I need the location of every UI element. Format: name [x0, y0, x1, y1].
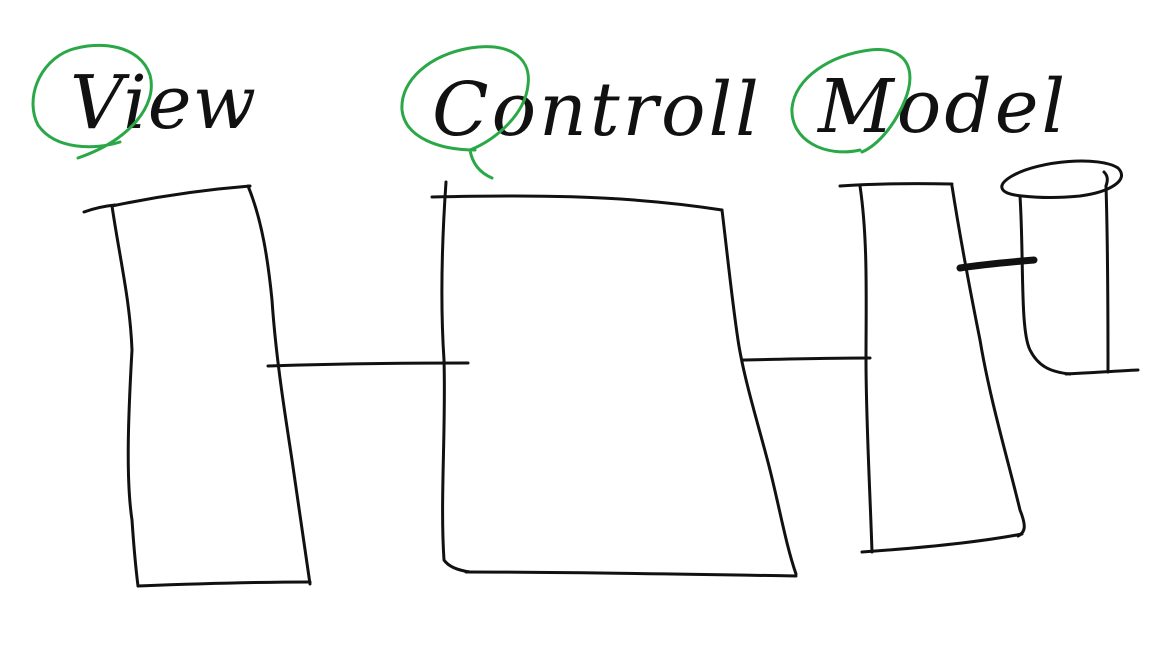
- controller-highlight-circle: [400, 45, 530, 180]
- view-controller-connector: [266, 361, 470, 368]
- controller-label: Controll: [432, 67, 762, 153]
- controller-model-connector: [740, 356, 872, 362]
- model-highlight-circle: [790, 48, 912, 154]
- model-label: Model: [816, 64, 1068, 150]
- model-box: [838, 182, 1026, 554]
- view-highlight-circle: [31, 43, 153, 160]
- database-cylinder: [1000, 159, 1140, 376]
- view-label: View: [70, 60, 257, 146]
- controller-box: [430, 180, 798, 578]
- model-database-connector: [956, 256, 1038, 272]
- view-box: [82, 184, 312, 588]
